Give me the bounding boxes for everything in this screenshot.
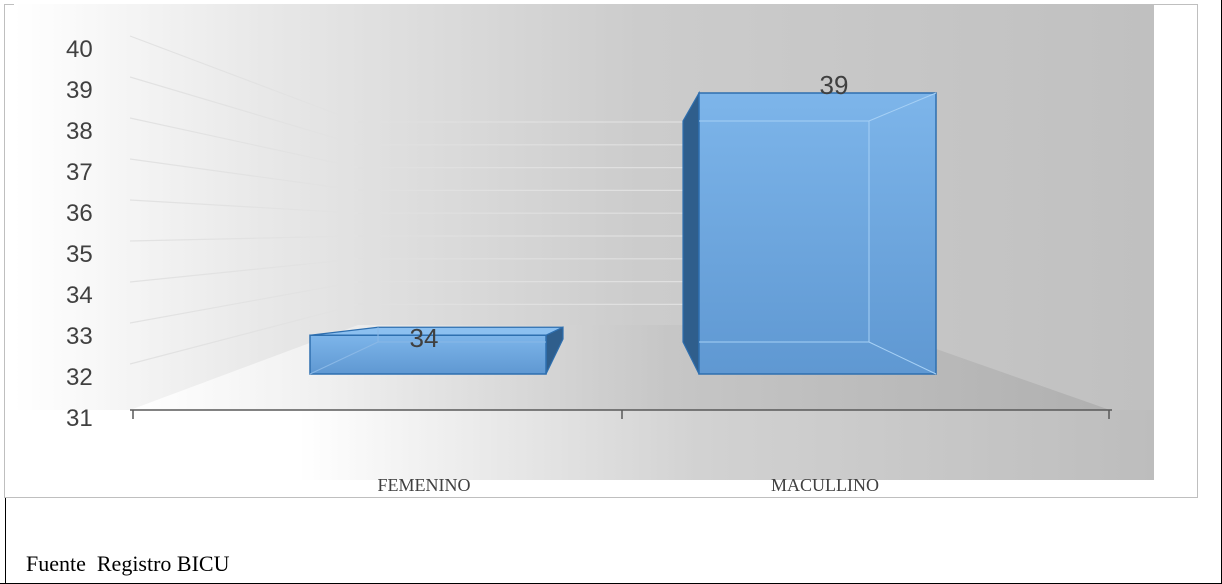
- bar-front: [698, 92, 937, 375]
- gridline-side: [129, 158, 359, 191]
- y-tick-label: 32: [66, 364, 93, 391]
- bar-macullino: 39: [682, 70, 937, 375]
- y-tick-label: 39: [66, 77, 93, 104]
- y-tick-label: 35: [66, 241, 93, 268]
- data-label: 34: [410, 323, 439, 353]
- gridline-side: [129, 235, 359, 242]
- source-note: Fuente Registro BICU: [26, 551, 230, 576]
- gridline-side: [129, 35, 359, 123]
- bar-chart: 34 39 40 39 38 37 36 35 34 33 32 31 FEMENINO MACULL…: [14, 4, 1154, 495]
- y-tick-label: 31: [66, 405, 93, 432]
- plot-bottom-band: [14, 410, 1154, 480]
- bar-side: [682, 90, 700, 375]
- x-axis-ticks: FEMENINO MACULLINO: [378, 475, 880, 495]
- y-tick-label: 38: [66, 118, 93, 145]
- y-axis-ticks: 40 39 38 37 36 35 34 33 32 31: [66, 36, 93, 432]
- bar-femenino: 34: [309, 323, 564, 375]
- y-tick-label: 40: [66, 36, 93, 63]
- gridline-side: [129, 76, 359, 146]
- gridline-side: [129, 303, 359, 365]
- frame-left-border: [5, 497, 6, 584]
- gridline-side: [129, 258, 359, 283]
- y-tick-label: 36: [66, 200, 93, 227]
- gridline-side: [129, 199, 359, 214]
- data-label: 39: [820, 70, 849, 100]
- x-axis: [130, 409, 1112, 419]
- x-tick-label: FEMENINO: [378, 475, 471, 495]
- y-tick-label: 37: [66, 159, 93, 186]
- x-tick-label: MACULLINO: [771, 475, 879, 495]
- bars: 34 39: [309, 70, 937, 375]
- gridline-side: [129, 117, 359, 169]
- y-tick-label: 34: [66, 282, 93, 309]
- gridline-side: [129, 281, 359, 324]
- y-tick-label: 33: [66, 323, 93, 350]
